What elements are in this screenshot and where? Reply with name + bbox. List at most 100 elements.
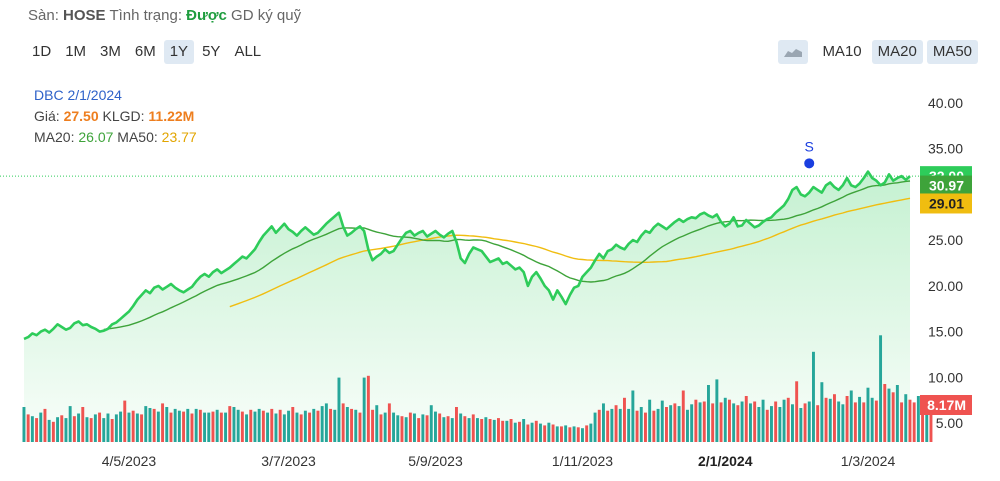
volume-bar <box>425 415 429 442</box>
volume-bar <box>341 403 345 442</box>
volume-bar <box>140 414 144 442</box>
range-all-button[interactable]: ALL <box>234 43 262 60</box>
volume-bar <box>719 402 723 442</box>
volume-bar <box>245 414 249 442</box>
volume-bar <box>291 407 295 442</box>
volume-bar <box>484 417 488 442</box>
volume-bar <box>219 412 223 442</box>
volume-bar <box>883 384 887 442</box>
range-5y-button[interactable]: 5Y <box>202 43 221 60</box>
volume-bar <box>690 404 694 442</box>
volume-bar <box>870 397 874 442</box>
volume-bar <box>744 396 748 442</box>
volume-bar <box>77 413 81 442</box>
range-1m-button[interactable]: 1M <box>65 43 87 60</box>
volume-bar <box>114 414 118 442</box>
volume-bar <box>442 417 446 442</box>
volume-bar <box>656 408 660 442</box>
range-3m-button[interactable]: 3M <box>100 43 121 60</box>
volume-bar <box>749 403 752 442</box>
ma50-button[interactable]: MA50 <box>926 40 978 64</box>
volume-bar <box>488 419 492 442</box>
volume-bar <box>371 409 375 442</box>
volume-bar <box>190 413 194 442</box>
volume-bar <box>211 411 215 442</box>
volume-bar <box>173 408 177 442</box>
volume-bar <box>261 410 265 442</box>
area-chart-icon <box>784 49 803 57</box>
y-tick-label: 5.00 <box>936 415 963 431</box>
volume-bar <box>169 412 173 442</box>
volume-bar <box>929 400 933 442</box>
volume-bar <box>774 401 778 442</box>
volume-bar <box>400 416 404 442</box>
ma20-button[interactable]: MA20 <box>871 40 923 64</box>
volume-bar <box>887 388 891 442</box>
volume-bar <box>270 408 274 442</box>
volume-bar <box>786 397 790 442</box>
y-tick-label: 35.00 <box>928 141 963 157</box>
y-tick-label: 20.00 <box>928 278 963 294</box>
volume-bar <box>337 377 341 442</box>
margin-label: GD ký quỹ <box>231 7 302 24</box>
volume-bar <box>673 403 677 442</box>
volume-bar <box>702 401 706 442</box>
volume-bar <box>509 419 513 442</box>
legend-volume-value: 11.22M <box>148 108 195 124</box>
volume-bar <box>505 420 509 442</box>
range-1y-button[interactable]: 1Y <box>163 40 195 64</box>
volume-bar <box>408 412 412 442</box>
volume-bar <box>110 419 114 442</box>
volume-bar <box>585 425 589 442</box>
volume-bar <box>89 418 93 442</box>
volume-bar <box>308 412 312 442</box>
volume-bar <box>413 413 416 442</box>
x-tick-label: 3/7/2023 <box>261 453 316 469</box>
volume-bar <box>581 428 584 442</box>
range-selector: 1D 1M 3M 6M 1Y 5Y ALL <box>26 40 267 64</box>
volume-bar <box>686 409 689 442</box>
volume-bar <box>450 418 454 442</box>
volume-bar <box>837 401 841 442</box>
volume-bar <box>518 421 521 442</box>
y-tick-label: 10.00 <box>928 369 963 385</box>
volume-bar <box>555 426 559 442</box>
ma10-button[interactable]: MA10 <box>822 43 862 60</box>
volume-bar <box>43 408 47 442</box>
volume-bar <box>207 412 211 442</box>
volume-bar <box>224 412 228 442</box>
volume-bar <box>803 403 807 442</box>
volume-bar <box>858 396 862 442</box>
volume-bar <box>194 408 198 442</box>
volume-bar <box>312 408 316 442</box>
signal-marker-dot <box>804 158 815 169</box>
volume-bar <box>715 379 719 442</box>
volume-bar <box>597 409 601 442</box>
volume-bar <box>39 412 43 442</box>
volume-bar <box>547 422 551 442</box>
range-1d-button[interactable]: 1D <box>32 43 52 60</box>
volume-bar <box>770 406 773 442</box>
range-6m-button[interactable]: 6M <box>134 43 156 60</box>
ma20-badge: 30.97 <box>920 175 972 196</box>
volume-bar <box>736 405 740 442</box>
volume-bar <box>22 407 26 442</box>
area-chart-toggle[interactable] <box>778 40 809 64</box>
volume-bar <box>119 411 123 442</box>
volume-bar <box>240 411 244 442</box>
volume-bar <box>324 403 328 442</box>
volume-bar <box>236 409 240 442</box>
volume-bar <box>266 412 270 442</box>
volume-bar <box>652 410 656 442</box>
volume-bar <box>387 403 391 442</box>
volume-bar <box>345 407 349 442</box>
price-line <box>23 170 911 341</box>
volume-bar <box>606 410 610 442</box>
volume-bar <box>492 419 496 442</box>
volume-bar <box>72 416 76 442</box>
volume-bar <box>396 415 400 442</box>
volume-bar <box>631 390 635 442</box>
volume-bar <box>925 397 929 442</box>
volume-bar <box>26 414 30 442</box>
